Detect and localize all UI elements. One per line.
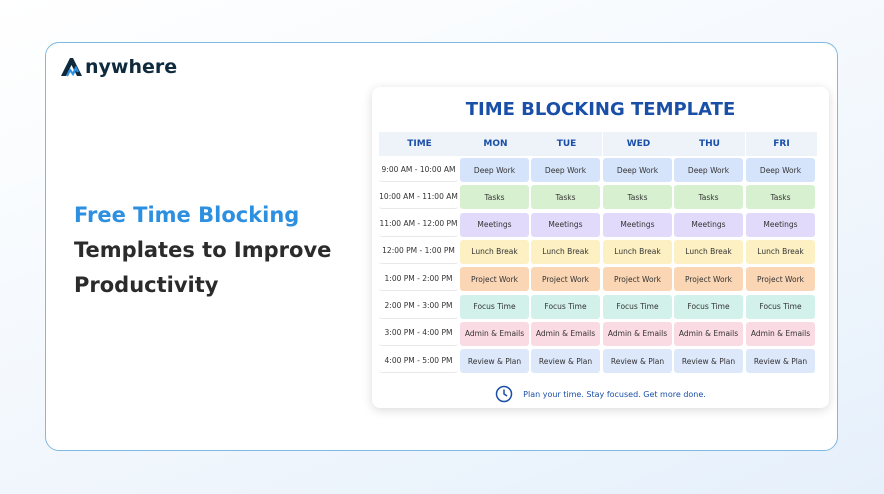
- time-block: Review & Plan: [531, 349, 600, 374]
- time-slot: 4:00 PM - 5:00 PM: [379, 348, 458, 374]
- column-header: WED: [603, 132, 674, 156]
- time-block: Lunch Break: [603, 239, 672, 264]
- time-block: Meetings: [531, 212, 600, 237]
- time-block: Focus Time: [531, 294, 600, 319]
- time-block: Deep Work: [603, 158, 672, 182]
- time-block: Project Work: [531, 267, 600, 292]
- headline: Free Time Blocking Templates to Improve …: [74, 198, 344, 303]
- column-header: FRI: [746, 132, 817, 156]
- time-block: Focus Time: [460, 294, 529, 319]
- time-slot: 1:00 PM - 2:00 PM: [379, 266, 458, 292]
- logo-text: nywhere: [85, 56, 178, 78]
- time-block: Project Work: [674, 267, 743, 292]
- headline-highlight: Free Time Blocking: [74, 203, 300, 227]
- column-header: MON: [460, 132, 531, 156]
- time-block: Admin & Emails: [603, 321, 672, 346]
- time-block: Admin & Emails: [674, 321, 743, 346]
- logo: nywhere: [60, 56, 177, 78]
- time-block: Deep Work: [531, 158, 600, 182]
- time-block: Meetings: [674, 212, 743, 237]
- time-block: Deep Work: [746, 158, 815, 182]
- time-slot: 3:00 PM - 4:00 PM: [379, 320, 458, 346]
- time-block: Focus Time: [674, 294, 743, 319]
- time-block: Focus Time: [746, 294, 815, 319]
- column-header: THU: [674, 132, 745, 156]
- time-block: Tasks: [460, 185, 529, 210]
- time-block: Lunch Break: [531, 239, 600, 264]
- time-block: Admin & Emails: [531, 321, 600, 346]
- time-block: Admin & Emails: [460, 321, 529, 346]
- template-title: TIME BLOCKING TEMPLATE: [465, 99, 736, 120]
- time-block: Admin & Emails: [746, 321, 815, 346]
- clock-icon: [495, 385, 513, 403]
- footer: Plan your time. Stay focused. Get more d…: [372, 385, 829, 403]
- time-slot: 9:00 AM - 10:00 AM: [379, 157, 458, 182]
- time-block: Review & Plan: [674, 349, 743, 374]
- time-block: Tasks: [603, 185, 672, 210]
- time-block: Tasks: [674, 185, 743, 210]
- time-block: Meetings: [603, 212, 672, 237]
- time-slot: 11:00 AM - 12:00 PM: [379, 211, 458, 237]
- time-slot: 2:00 PM - 3:00 PM: [379, 293, 458, 319]
- time-block: Deep Work: [674, 158, 743, 182]
- time-block: Lunch Break: [674, 239, 743, 264]
- time-block: Lunch Break: [746, 239, 815, 264]
- time-block: Deep Work: [460, 158, 529, 182]
- template: TIME BLOCKING TEMPLATE TIME MON TUE WED THU F…: [372, 87, 829, 408]
- column-header: TUE: [531, 132, 602, 156]
- column-header: TIME: [379, 132, 460, 156]
- time-block: Review & Plan: [603, 349, 672, 374]
- time-block: Project Work: [746, 267, 815, 292]
- time-block: Review & Plan: [460, 349, 529, 374]
- time-block: Tasks: [531, 185, 600, 210]
- time-block: Tasks: [746, 185, 815, 210]
- time-block: Lunch Break: [460, 239, 529, 264]
- headline-text: Templates to Improve Productivity: [74, 238, 332, 297]
- logo-icon: [61, 58, 82, 77]
- time-slot: 10:00 AM - 11:00 AM: [379, 184, 458, 210]
- time-block: Project Work: [603, 267, 672, 292]
- time-block: Meetings: [460, 212, 529, 237]
- footer-text: Plan your time. Stay focused. Get more d…: [523, 389, 706, 399]
- time-block: Project Work: [460, 267, 529, 292]
- time-block: Focus Time: [603, 294, 672, 319]
- time-slot: 12:00 PM - 1:00 PM: [379, 238, 458, 264]
- time-block: Review & Plan: [746, 349, 815, 374]
- time-block: Meetings: [746, 212, 815, 237]
